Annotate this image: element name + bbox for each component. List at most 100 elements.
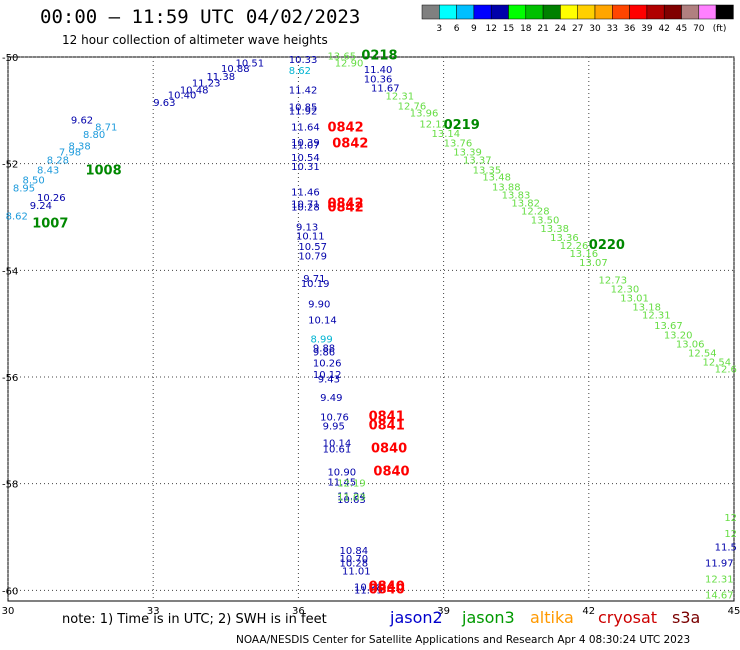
- chart-title: 00:00 — 11:59 UTC 04/02/2023: [40, 6, 361, 28]
- data-point-label: 9.90: [308, 300, 330, 311]
- plot-grid: [7, 56, 735, 602]
- data-point-label: 12.73: [598, 276, 627, 287]
- colorbar-label: 39: [641, 24, 653, 34]
- data-point-label: 11.45: [327, 477, 356, 488]
- colorbar-swatch: [698, 4, 717, 20]
- data-point-label: 10.26: [37, 193, 66, 204]
- data-point-label: 7.98: [59, 148, 81, 159]
- data-point-label: 11.92: [289, 107, 318, 118]
- colorbar-swatch: [663, 4, 682, 20]
- colorbar-label: 33: [607, 24, 618, 34]
- data-point-label: 8.28: [47, 156, 69, 167]
- data-point-label: 13.65: [327, 52, 356, 63]
- colorbar-swatch: [594, 4, 613, 20]
- data-point-label: 10.28: [291, 203, 320, 214]
- data-point-label: 13.50: [531, 215, 560, 226]
- data-point-label: 11.38: [206, 72, 235, 83]
- x-tick-label: 42: [582, 606, 595, 617]
- data-point-label: 8.50: [23, 175, 45, 186]
- colorbar-swatch: [456, 4, 475, 20]
- data-point-label: 11.01: [342, 566, 371, 577]
- data-point-label: 12.31: [705, 574, 734, 585]
- data-point-label: 0840: [371, 442, 407, 457]
- colorbar-label: 18: [520, 24, 532, 34]
- legend-s3a: s3a: [672, 608, 701, 627]
- data-point-label: 11.69: [354, 586, 383, 597]
- data-point-label: 0840: [369, 583, 405, 598]
- legend-cryosat: cryosat: [598, 608, 658, 627]
- data-point-label: 11.64: [291, 123, 320, 134]
- data-point-label: 0220: [589, 238, 625, 253]
- data-point-label: 0842: [327, 201, 363, 216]
- data-point-label: 13.14: [432, 129, 461, 140]
- data-point-label: 10.36: [364, 75, 393, 86]
- colorbar-swatch: [490, 4, 509, 20]
- data-point-label: 8.71: [95, 123, 117, 134]
- data-point-label: 8.95: [13, 183, 35, 194]
- data-point-label: 9.24: [30, 201, 52, 212]
- data-point-label: 10.14: [308, 316, 337, 327]
- data-point-label: 10.76: [320, 413, 349, 424]
- data-point-label: 12.90: [335, 59, 364, 70]
- data-point-label: 11.42: [289, 85, 318, 96]
- data-point-label: 10.79: [298, 252, 327, 263]
- data-point-label: 10.40: [168, 91, 197, 102]
- colorbar-swatch: [542, 4, 561, 20]
- data-point-label: 10.61: [323, 445, 352, 456]
- colorbar-label: 45: [676, 24, 687, 34]
- data-point-label: 8.62: [289, 66, 311, 77]
- data-point-label: 12.31: [386, 92, 415, 103]
- data-point-label: 9.43: [318, 374, 340, 385]
- x-tick-label: 33: [147, 606, 160, 617]
- colorbar-label: 12: [485, 24, 496, 34]
- data-point-label: 13.76: [444, 139, 473, 150]
- data-point-label: 13.35: [473, 165, 502, 176]
- colorbar-label: (ft): [713, 24, 727, 34]
- colorbar-label: 27: [572, 24, 583, 34]
- colorbar-swatch: [439, 4, 457, 20]
- data-point-label: 11.67: [371, 84, 400, 95]
- colorbar-swatch: [715, 4, 734, 20]
- data-point-label: 8.43: [37, 165, 59, 176]
- data-point-label: 12.54: [703, 357, 732, 368]
- data-point-label: 12: [724, 529, 737, 540]
- data-point-label: 9.49: [320, 393, 342, 404]
- colorbar-label: 3: [436, 24, 442, 34]
- data-point-label: 13.39: [453, 148, 482, 159]
- data-point-label: 10.31: [291, 162, 320, 173]
- data-point-label: 11.24: [337, 492, 366, 503]
- data-point-label: 9.95: [323, 421, 345, 432]
- colorbar-swatch: [421, 4, 440, 20]
- data-point-label: 10.28: [354, 582, 383, 593]
- data-point-label: 14.67: [705, 590, 734, 601]
- data-point-label: 9.88: [313, 343, 335, 354]
- x-tick-label: 45: [728, 606, 740, 617]
- data-point-label: 10.85: [289, 102, 318, 113]
- colorbar-swatch: [629, 4, 648, 20]
- data-point-label: 8.80: [83, 130, 105, 141]
- data-point-label: 13.82: [511, 198, 540, 209]
- colorbar-label: 42: [658, 24, 669, 34]
- data-point-label: 12.30: [611, 285, 640, 296]
- data-point-label: 0218: [361, 49, 397, 64]
- data-point-label: 11.23: [192, 78, 221, 89]
- colorbar-swatch: [473, 4, 492, 20]
- legend-jason3: jason3: [462, 608, 515, 627]
- colorbar-label: 70: [693, 24, 705, 34]
- data-point-label: 13.88: [492, 182, 521, 193]
- y-tick-label: -52: [2, 160, 18, 171]
- y-tick-label: -56: [2, 373, 18, 384]
- colorbar-label: 21: [537, 24, 548, 34]
- data-point-label: 13.07: [579, 258, 608, 269]
- data-point-label: 12.54: [688, 349, 717, 360]
- data-point-label: 13.20: [664, 331, 693, 342]
- chart-subtitle: 12 hour collection of altimeter wave hei…: [62, 33, 328, 47]
- data-point-label: 10.28: [340, 558, 369, 569]
- data-point-label: 1007: [32, 217, 68, 232]
- data-point-label: 13.18: [632, 302, 661, 313]
- data-point-label: 10.51: [235, 59, 264, 70]
- data-point-label: 12: [724, 513, 737, 524]
- data-point-label: 10.33: [289, 55, 318, 66]
- data-point-label: 13.38: [540, 224, 569, 235]
